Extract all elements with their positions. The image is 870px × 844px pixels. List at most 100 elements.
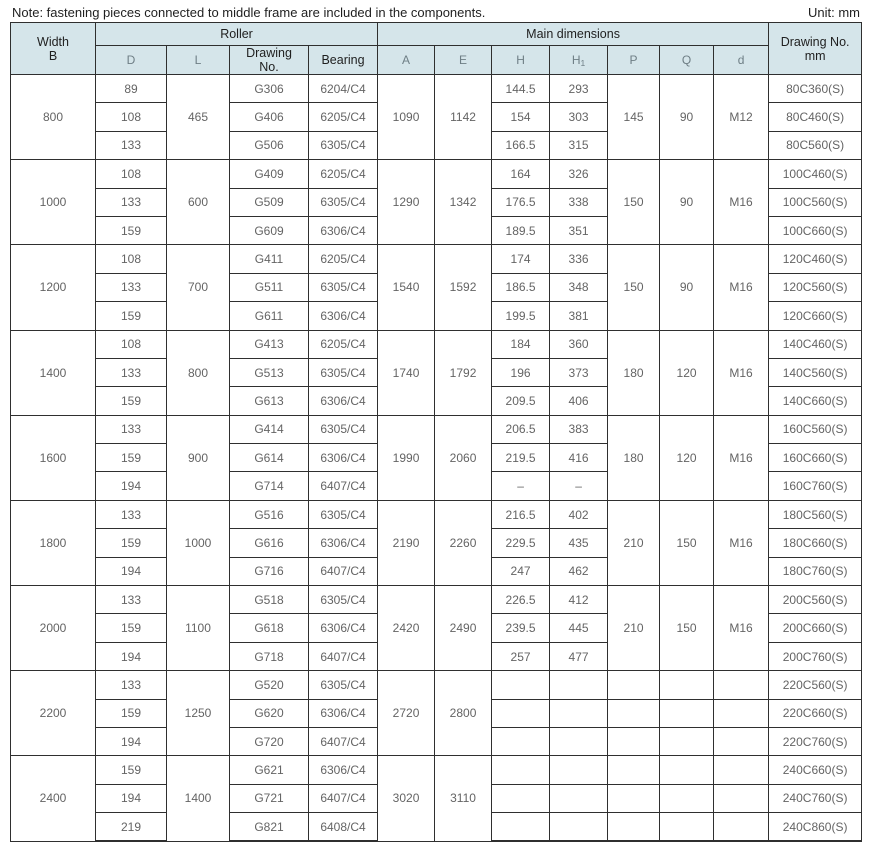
cell-d: 133 (95, 357, 167, 388)
cell-bearing: 6305/C4 (307, 272, 379, 303)
cell-d: 194 (95, 471, 167, 501)
cell-drawing-no-mm: 220C660(S) (768, 698, 863, 728)
cell-drawing-no: G511 (229, 272, 309, 303)
cell-drawing-no: G616 (229, 528, 309, 558)
cell-h1: 462 (549, 556, 609, 587)
cell-a: 2720 (377, 670, 436, 757)
cell-bearing: 6205/C4 (307, 244, 379, 274)
table-row: 1200 108 700 G411 6205/C4 1540 1592 174 336 150 90… (10, 244, 863, 331)
cell-h: 166.5 (491, 130, 551, 161)
table-row: 2000 133 1100 G518 6305/C4 2420 2490 226.5 412 21… (10, 585, 863, 672)
cell-width-b: 1600 (10, 414, 96, 501)
cell-q (659, 755, 715, 785)
header-col-h: H (491, 45, 551, 75)
cell-drawing-no: G720 (229, 726, 309, 757)
cell-bearing: 6407/C4 (307, 783, 379, 814)
table-row: 159 G614 6306/C4 219.5 416 160C660(S) (11, 443, 863, 473)
table-row: 2400 159 1400 G621 6306/C4 3020 3110 240C660(S) (10, 755, 863, 842)
cell-bearing: 6306/C4 (307, 613, 379, 643)
cell-e: 1142 (434, 73, 493, 161)
cell-a: 1540 (377, 244, 436, 331)
header-col-drawing_no-line2: No. (259, 60, 279, 74)
cell-width-b: 1800 (10, 499, 96, 587)
cell-a: 3020 (377, 755, 436, 842)
cell-p (607, 755, 661, 785)
cell-h: 176.5 (491, 187, 551, 217)
cell-width-b: 2200 (10, 670, 96, 757)
table-row: 1800 133 1000 G516 6305/C4 2190 2260 216.5 402 21… (10, 499, 863, 587)
cell-h1: 406 (549, 386, 609, 416)
cell-p: 150 (607, 244, 661, 331)
cell-drawing-no: G714 (229, 471, 309, 501)
cell-width-b: 1400 (10, 329, 96, 416)
cell-h: 196 (491, 357, 551, 388)
header-col-q: Q (659, 45, 715, 75)
cell-bearing: 6306/C4 (307, 386, 379, 416)
cell-h: 186.5 (491, 272, 551, 303)
table-row: 1400 108 800 G413 6205/C4 1740 1792 184 360 180 12… (10, 329, 863, 416)
header-main-dimensions: Main dimensions (377, 22, 770, 46)
cell-width-b: 800 (10, 73, 96, 161)
cell-d: 194 (95, 783, 167, 814)
cell-bearing: 6305/C4 (307, 585, 379, 615)
cell-d: 159 (95, 386, 167, 416)
cell-a: 1290 (377, 159, 436, 246)
cell-drawing-no-mm: 100C460(S) (768, 159, 863, 189)
cell-drawing-no-mm: 160C560(S) (768, 414, 863, 445)
cell-width-b: 1200 (10, 244, 96, 331)
cell-p (607, 783, 661, 814)
table-row: 219 G821 6408/C4 240C860(S) (11, 812, 863, 843)
cell-a: 1740 (377, 329, 436, 416)
cell-drawing-no-mm: 160C760(S) (768, 471, 863, 501)
cell-h: 164 (491, 159, 551, 189)
cell-bearing: 6408/C4 (307, 812, 379, 843)
cell-bearing: 6306/C4 (307, 698, 379, 728)
cell-drawing-no-mm: 140C560(S) (768, 357, 863, 388)
header-roller: Roller (94, 22, 379, 46)
cell-h: 219.5 (491, 443, 551, 473)
cell-drawing-no-mm: 220C760(S) (768, 726, 863, 757)
cell-d: 194 (95, 556, 167, 587)
cell-p: 180 (607, 329, 661, 416)
cell-q: 90 (659, 159, 715, 246)
cell-d: 133 (95, 187, 167, 217)
cell-h: 229.5 (491, 528, 551, 558)
cell-l: 1400 (166, 755, 230, 842)
cell-drawing-no: G821 (229, 812, 309, 843)
cell-drawing-no: G721 (229, 783, 309, 814)
cell-drawing-no: G414 (229, 414, 309, 445)
cell-bearing: 6407/C4 (307, 726, 379, 757)
cell-h1: 293 (549, 73, 609, 104)
cell-width-b: 2400 (10, 755, 96, 842)
cell-drawing-no: G611 (229, 301, 309, 331)
cell-bearing: 6306/C4 (307, 755, 379, 785)
cell-drawing-no: G406 (229, 102, 309, 132)
unit-label: Unit: mm (808, 5, 860, 20)
cell-e: 1592 (434, 244, 493, 331)
header-col-l: L (166, 45, 230, 75)
cell-drawing-no-mm: 140C460(S) (768, 329, 863, 359)
cell-l: 800 (166, 329, 230, 416)
cell-h1 (549, 670, 609, 700)
header-col-d_roller: D (95, 45, 167, 75)
cell-e: 1342 (434, 159, 493, 246)
cell-h (491, 755, 551, 785)
cell-d: 194 (95, 641, 167, 672)
cell-d-thread: M12 (713, 73, 770, 161)
cell-q: 150 (659, 585, 715, 672)
cell-bearing: 6407/C4 (307, 556, 379, 587)
header-drawing-no-mm: Drawing No. mm (768, 22, 863, 75)
table-row: 159 G613 6306/C4 209.5 406 140C660(S) (11, 386, 863, 416)
cell-q (659, 726, 715, 757)
cell-h: 184 (491, 329, 551, 359)
cell-drawing-no: G509 (229, 187, 309, 217)
cell-q: 90 (659, 73, 715, 161)
cell-d: 133 (95, 670, 167, 700)
cell-p: 210 (607, 499, 661, 587)
cell-e: 2060 (434, 414, 493, 501)
cell-drawing-no-mm: 240C660(S) (768, 755, 863, 785)
cell-drawing-no-mm: 120C460(S) (768, 244, 863, 274)
cell-p: 210 (607, 585, 661, 672)
cell-h: 154 (491, 102, 551, 132)
